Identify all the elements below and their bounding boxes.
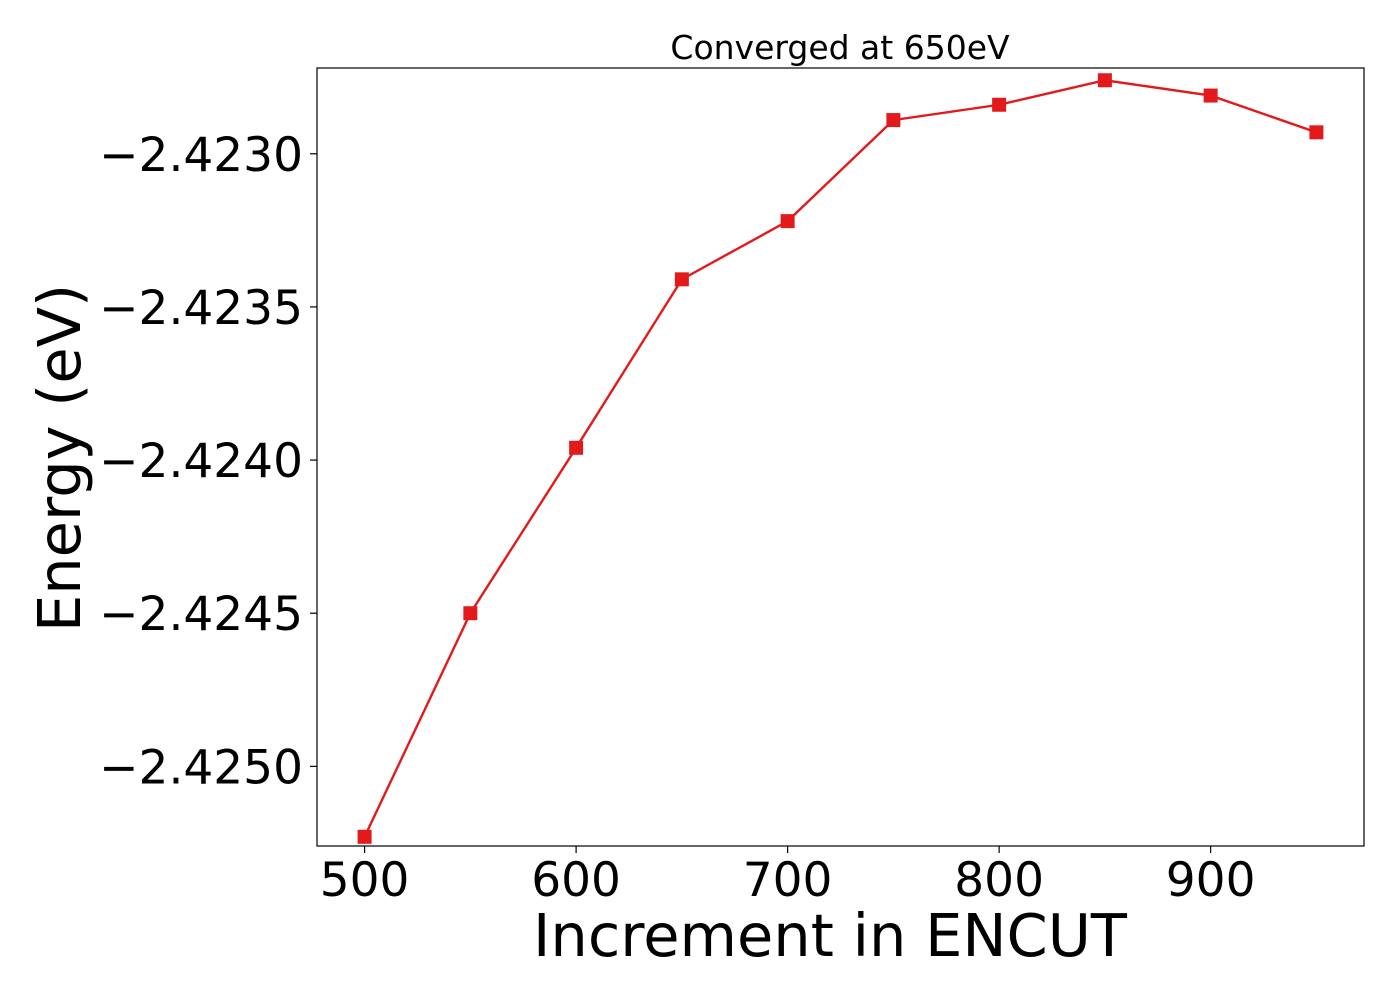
y-tick-label: −2.4250 <box>99 740 303 795</box>
x-tick-label: 900 <box>1166 853 1256 908</box>
y-tick-label: −2.4245 <box>99 587 303 642</box>
data-point-marker <box>992 97 1007 112</box>
data-point-marker <box>886 113 901 128</box>
data-point-marker <box>1309 125 1324 140</box>
x-tick-label: 500 <box>320 853 410 908</box>
data-point-marker <box>780 214 795 229</box>
data-point-marker <box>463 606 478 621</box>
x-tick-label: 700 <box>743 853 833 908</box>
data-point-marker <box>674 272 689 287</box>
plot-frame <box>316 67 1365 847</box>
x-tick-label: 800 <box>954 853 1044 908</box>
data-point-marker <box>1097 73 1112 88</box>
data-point-marker <box>1203 88 1218 103</box>
x-axis-label: Increment in ENCUT <box>533 901 1128 970</box>
plot-area: 500 600 700 800 900 −2.4230 −2.4235 −2.4240 −2.4… <box>99 67 1365 908</box>
y-tick-label: −2.4235 <box>99 281 303 336</box>
chart-title: Converged at 650eV <box>670 28 1010 67</box>
series-line <box>363 79 1317 838</box>
y-tick-label: −2.4240 <box>99 434 303 489</box>
x-tick-label: 600 <box>531 853 621 908</box>
y-axis-label: Energy (eV) <box>25 284 94 632</box>
data-point-marker <box>569 440 584 455</box>
y-tick-label: −2.4230 <box>99 128 303 183</box>
data-point-marker <box>357 829 372 844</box>
